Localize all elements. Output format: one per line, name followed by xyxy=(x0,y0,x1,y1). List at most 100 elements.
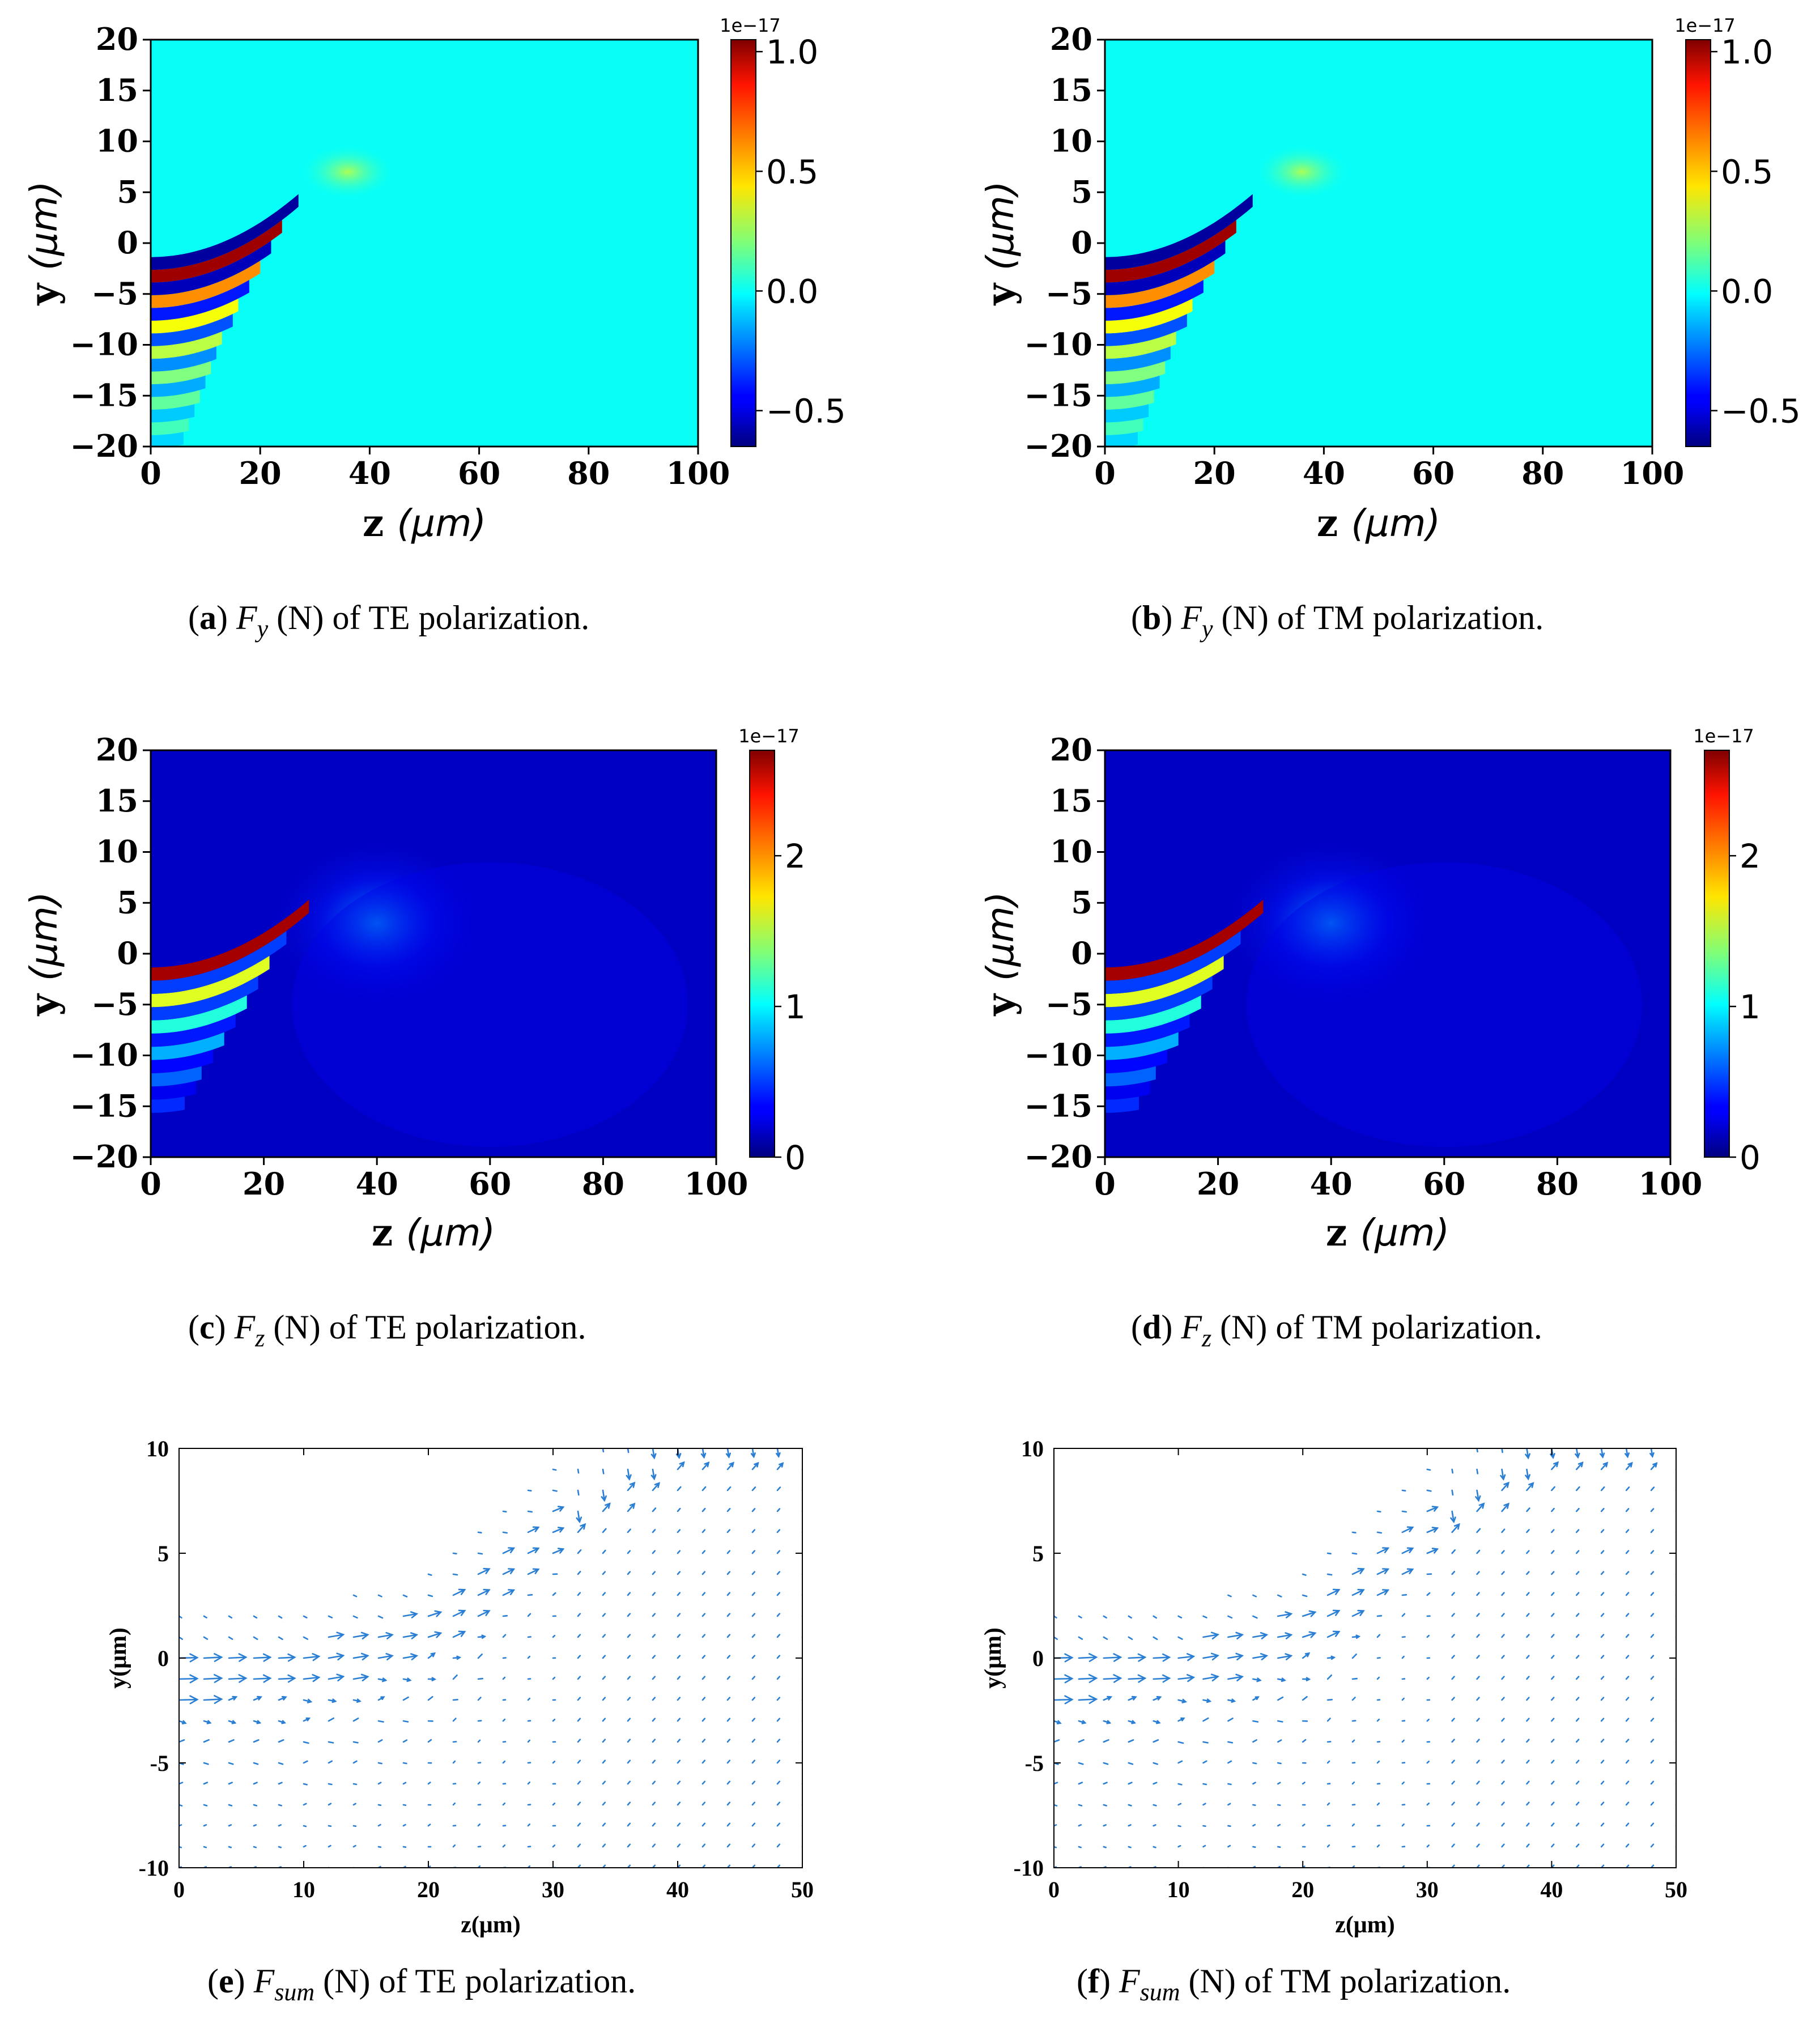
quiver-arrow xyxy=(602,1613,606,1617)
quiver-arrow xyxy=(179,1739,185,1743)
quiver-arrow xyxy=(1451,1592,1455,1596)
y-tick-label: 5 xyxy=(117,884,138,920)
quiver-arrow xyxy=(701,1843,706,1848)
quiver-arrow xyxy=(602,1843,606,1848)
quiver-arrow xyxy=(1202,1698,1212,1703)
quiver-arrow xyxy=(1551,1676,1555,1680)
quiver-arrow xyxy=(601,1489,607,1502)
quiver-arrow xyxy=(627,1655,631,1659)
quiver-arrow xyxy=(1326,1802,1330,1806)
quiver-arrow xyxy=(577,1676,581,1680)
quiver-arrow xyxy=(1576,1822,1580,1827)
colorbar-tick-label: −0.5 xyxy=(1721,392,1801,431)
quiver-arrow xyxy=(1153,1739,1159,1743)
quiver-arrow xyxy=(577,1718,581,1722)
quiver-arrow xyxy=(602,1718,606,1722)
quiver-arrow xyxy=(1476,1718,1480,1722)
quiver-arrow xyxy=(602,1780,606,1785)
quiver-arrow xyxy=(677,1571,681,1575)
quiver-arrow xyxy=(303,1741,309,1744)
quiver-arrow xyxy=(677,1461,685,1470)
quiver-arrow xyxy=(577,1780,581,1785)
quiver-arrow xyxy=(1153,1674,1171,1683)
y-tick-label: −20 xyxy=(70,1138,138,1175)
quiver-arrow xyxy=(652,1718,656,1722)
y-tick-label: 15 xyxy=(96,783,138,819)
quiver-arrow xyxy=(1177,1717,1185,1722)
x-tick-label: 20 xyxy=(239,455,282,491)
fringe-band xyxy=(1105,280,1204,321)
y-tick-label: 20 xyxy=(1050,21,1092,57)
quiver-arrow xyxy=(1501,1697,1505,1701)
y-tick-label: −15 xyxy=(70,377,138,413)
quiver-arrow xyxy=(725,1448,731,1459)
quiver-arrow xyxy=(726,1843,731,1848)
quiver-arrow xyxy=(726,1634,731,1638)
caption-f-letter: f xyxy=(1088,1962,1100,2000)
quiver-arrow xyxy=(652,1529,656,1533)
quiver-arrow xyxy=(602,1592,606,1596)
quiver-arrow xyxy=(502,1802,506,1806)
quiver-arrow xyxy=(352,1698,362,1703)
quiver-arrow xyxy=(477,1588,491,1596)
quiver-arrow xyxy=(1476,1697,1480,1701)
quiver-arrow xyxy=(1476,1801,1480,1806)
quiver-arrow xyxy=(278,1653,296,1662)
quiver-arrow xyxy=(179,1674,199,1684)
quiver-arrow xyxy=(1153,1762,1158,1765)
quiver-arrow xyxy=(1376,1531,1383,1534)
fringe-band xyxy=(1105,995,1201,1034)
quiver-arrow xyxy=(502,1589,516,1596)
y-tick-label: 10 xyxy=(96,123,138,159)
quiver-arrow xyxy=(1351,1823,1355,1827)
quiver-arrow xyxy=(776,1613,781,1617)
quiver-arrow xyxy=(602,1528,607,1533)
fringe-band xyxy=(1105,361,1166,385)
quiver-arrow xyxy=(652,1655,656,1659)
quiver-arrow xyxy=(203,1653,223,1662)
quiver-arrow xyxy=(1252,1739,1257,1743)
quiver-arrow xyxy=(776,1760,781,1764)
y-tick-label: 20 xyxy=(96,21,138,57)
quiver-arrow xyxy=(1576,1780,1580,1785)
quiver-arrow xyxy=(1177,1653,1196,1661)
quiver-arrow xyxy=(1103,1674,1122,1683)
quiver-arrow xyxy=(1451,1801,1455,1806)
quiver-arrow xyxy=(228,1653,248,1662)
quiver-arrow xyxy=(377,1782,382,1785)
caption-e-unit: (N) xyxy=(323,1962,370,2000)
quiver-arrow xyxy=(427,1739,432,1743)
quiver-arrow xyxy=(452,1573,458,1576)
quiver-arrow xyxy=(1252,1720,1259,1723)
x-tick-label: 20 xyxy=(417,1877,440,1902)
quiver-arrow xyxy=(776,1508,781,1512)
quiver-arrow xyxy=(477,1677,484,1680)
quiver-arrow xyxy=(776,1592,781,1596)
quiver-arrow xyxy=(627,1739,631,1743)
quiver-arrow xyxy=(1526,1801,1530,1806)
quiver-arrow xyxy=(1501,1448,1503,1454)
quiver-arrow xyxy=(1252,1696,1260,1701)
fringe-band xyxy=(151,390,200,410)
y-axis-label: y (μm) xyxy=(978,181,1022,305)
quiver-arrow xyxy=(1426,1844,1430,1848)
quiver-arrow xyxy=(303,1698,313,1703)
quiver-arrow xyxy=(328,1760,333,1764)
quiver-arrow xyxy=(1501,1760,1505,1764)
quiver-arrow xyxy=(602,1822,606,1827)
quiver-arrow xyxy=(677,1739,681,1743)
quiver-arrow xyxy=(502,1676,506,1680)
quiver-arrow xyxy=(203,1720,212,1724)
quiver-arrow xyxy=(402,1677,412,1682)
quiver-arrow xyxy=(1625,1461,1633,1470)
quiver-arrow xyxy=(377,1632,394,1639)
quiver-arrow xyxy=(751,1529,756,1533)
quiver-arrow xyxy=(278,1615,283,1619)
quiver-arrow xyxy=(1576,1508,1580,1512)
quiver-arrow xyxy=(1526,1529,1530,1533)
quiver-arrow xyxy=(1625,1655,1630,1659)
quiver-arrow xyxy=(577,1592,581,1596)
